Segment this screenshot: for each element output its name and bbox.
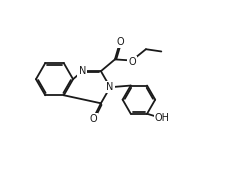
Text: O: O xyxy=(89,114,97,124)
Text: OH: OH xyxy=(155,113,170,123)
Text: N: N xyxy=(79,66,86,76)
Text: O: O xyxy=(128,57,136,67)
Text: O: O xyxy=(117,37,124,47)
Text: N: N xyxy=(106,82,114,92)
